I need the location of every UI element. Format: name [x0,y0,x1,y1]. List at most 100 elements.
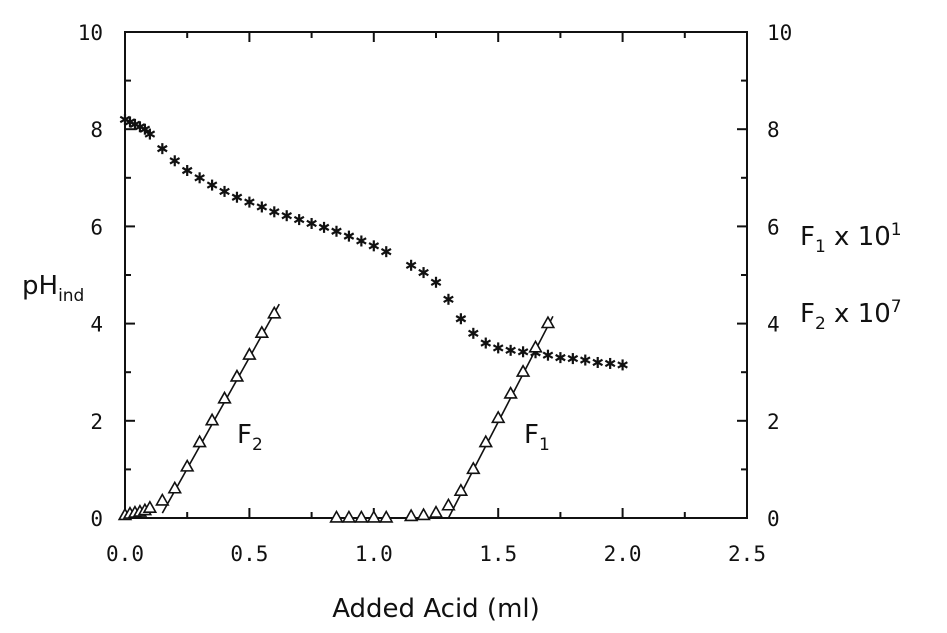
f1-point [428,505,444,518]
curve-label-f1: F1 [524,420,550,455]
data-marks [117,113,628,523]
ph-point-stroke [480,339,492,347]
f1-point [503,385,518,399]
ph-point-stroke [293,215,305,224]
ph-point-stroke [455,315,467,323]
ph-point [617,359,628,371]
ph-point [604,357,616,369]
axis-ticks [124,31,748,519]
f2-fit-line [161,303,280,514]
ph-point [139,123,151,135]
ph-point-stroke [468,329,479,338]
ph-point-stroke [343,232,355,240]
ph-point-stroke [244,198,255,206]
ph-point-stroke [505,346,516,355]
x-tick-label: 2.0 [604,542,642,566]
ph-point-stroke [268,208,280,216]
ph-point-stroke [157,144,168,153]
ph-point-stroke [555,353,566,362]
f2-point [267,305,282,319]
ph-point [219,185,230,197]
ph-point-stroke [604,359,616,368]
ph-point [194,172,205,184]
ph-point-stroke [219,187,230,196]
f1-point [515,364,531,377]
f1-point [540,315,556,329]
f1-point [441,497,456,511]
y2-axis-title-f1: F1 x 101 [800,220,902,257]
ph-point-stroke [119,115,131,124]
ph-point-stroke [617,361,628,369]
ph-point [244,196,255,208]
fit-lines [161,303,554,519]
ph-point [567,353,579,365]
ph-point-stroke [144,130,156,138]
f1-point [366,509,382,523]
plot-frame [124,31,748,519]
f2-point [192,434,207,448]
f2-point [142,500,158,513]
y2-tick-label: 2 [767,410,780,434]
ph-point [343,230,355,242]
y-tick-label: 2 [90,410,103,434]
ph-point [492,342,504,354]
f2-point [167,480,182,494]
ph-point [542,349,554,361]
ph-point-stroke [567,354,579,363]
f1-point [490,410,506,424]
ph-point-stroke [281,212,293,220]
y-tick-label: 10 [78,21,103,45]
f1-point [478,434,493,448]
x-tick-label: 0.5 [230,542,268,566]
x-tick-label: 0.0 [106,542,144,566]
f1-point [341,509,357,523]
ph-point [169,155,181,167]
x-tick-label: 2.5 [728,542,766,566]
ph-point-stroke [368,242,380,250]
ph-point [318,221,330,233]
f1-point [466,461,481,475]
ph-point-stroke [181,166,193,175]
f1-point [354,509,369,523]
f1-point [416,507,431,521]
f1-point [379,509,394,523]
ph-point-stroke [418,268,429,277]
ph-point-stroke [231,193,243,201]
ph-point [331,225,342,237]
ph-point [281,210,293,222]
ph-point [468,327,479,339]
x-axis-title: Added Acid (ml) [332,594,540,624]
ph-point-stroke [129,120,141,129]
ph-point [517,346,529,358]
ph-point [144,128,156,140]
ph-point [480,337,492,349]
curve-label-f2: F2 [237,420,263,455]
ph-point [356,235,367,247]
ph-point-stroke [517,348,529,356]
f1-point [403,508,419,522]
ph-point-stroke [492,344,504,352]
y2-tick-label: 4 [767,313,780,337]
ph-point-stroke [430,278,442,286]
ph-point-stroke [331,227,342,235]
ph-point-stroke [306,219,317,228]
x-tick-label: 1.5 [479,542,517,566]
ph-point-stroke [194,174,205,182]
y2-tick-label: 8 [767,118,780,142]
f2-point [179,458,195,472]
y-tick-label: 0 [90,507,103,531]
y2-tick-label: 0 [767,507,780,531]
ph-point [206,179,218,191]
f1-point [528,339,543,353]
ph-point [505,344,516,356]
ph-point [306,217,317,229]
y2-tick-label: 10 [767,21,792,45]
ph-point-stroke [443,295,454,304]
ph-point-stroke [124,118,136,126]
ph-point [443,293,454,305]
ph-point [592,356,604,368]
ph-point-stroke [405,261,417,269]
ph-point [256,201,268,213]
ph-point-stroke [380,247,392,256]
